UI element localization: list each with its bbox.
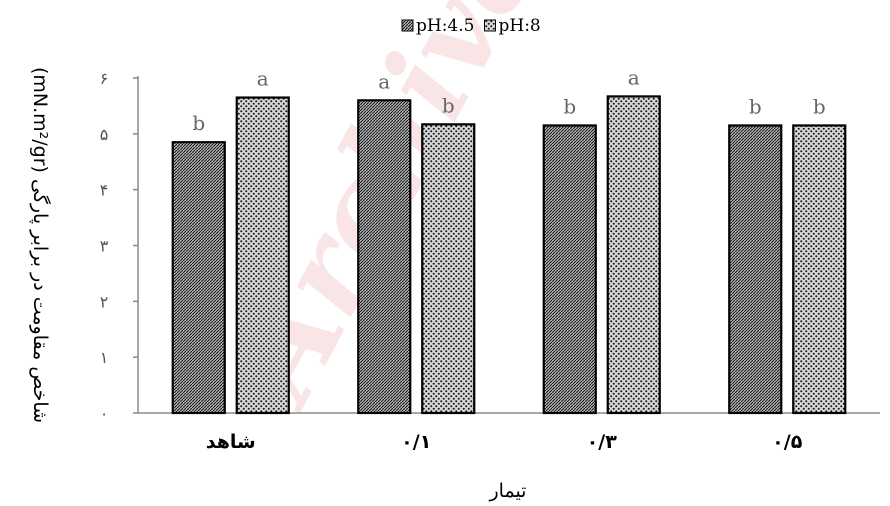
legend-swatch — [483, 19, 496, 32]
significance-letter: b — [749, 94, 762, 118]
y-tick-label: ۴ — [100, 181, 109, 200]
plot-area: ۰ ۱ ۲ ۳ ۴ ۵ ۶ b a شاهد a b ۰/۱ b a ۰/۳ b b ۰/۵ — [100, 65, 880, 453]
significance-letter: a — [257, 67, 269, 91]
x-tick-label: ۰/۳ — [587, 431, 618, 453]
legend-label: pH:8 — [498, 16, 540, 36]
bar — [792, 124, 847, 415]
y-tick-label: ۶ — [100, 69, 109, 88]
significance-letter: b — [813, 94, 826, 118]
y-tick-label: ۵ — [100, 125, 109, 144]
significance-letter: a — [628, 65, 640, 89]
y-tick-label: ۳ — [100, 237, 109, 256]
bar — [606, 95, 661, 415]
y-tick-label: ۲ — [100, 292, 109, 311]
bar — [235, 96, 290, 415]
x-tick-label: ۰/۱ — [401, 431, 431, 453]
x-tick-label: ۰/۵ — [772, 431, 803, 453]
y-tick-label: ۰ — [100, 404, 109, 423]
legend: pH:4.5 pH:8 — [401, 16, 541, 36]
bar — [728, 124, 783, 415]
x-tick-label: شاهد — [206, 431, 256, 453]
significance-letter: a — [378, 69, 390, 93]
legend-swatch — [401, 19, 414, 32]
y-tick-label: ۱ — [100, 348, 109, 367]
significance-letter: b — [563, 94, 576, 118]
x-axis-title: تیمار — [489, 480, 527, 502]
bar — [171, 141, 226, 415]
bar — [542, 124, 597, 415]
significance-letter: b — [442, 93, 455, 117]
bar — [421, 123, 476, 415]
bar — [357, 99, 412, 415]
legend-label: pH:4.5 — [416, 16, 474, 36]
y-axis-title: شاخص مقاومت در برابر پارگی (mN.m²/gr) — [29, 67, 52, 423]
significance-letter: b — [192, 111, 205, 135]
